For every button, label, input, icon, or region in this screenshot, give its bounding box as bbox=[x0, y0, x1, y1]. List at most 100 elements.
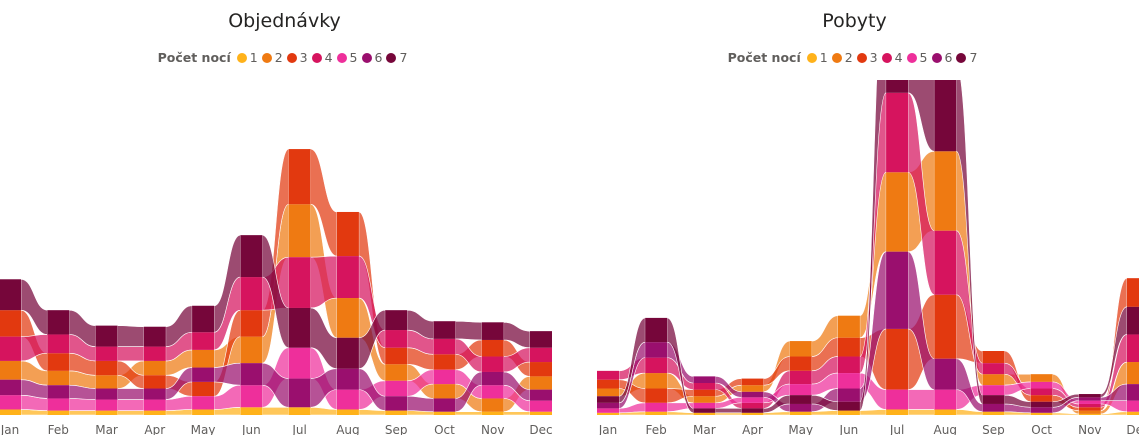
ribbon-series-6[interactable] bbox=[406, 395, 434, 412]
ribbon-series-1[interactable] bbox=[262, 406, 289, 416]
bar-segment-4-Nov[interactable] bbox=[1078, 403, 1101, 408]
bar-segment-2-Jul[interactable] bbox=[288, 204, 311, 258]
legend-item-2[interactable]: 2 bbox=[831, 50, 853, 65]
bar-segment-5-Jun[interactable] bbox=[837, 373, 860, 389]
bar-segment-4-Jun[interactable] bbox=[837, 356, 860, 374]
bar-segment-3-Dec[interactable] bbox=[1127, 278, 1139, 307]
bar-segment-6-Dec[interactable] bbox=[530, 389, 552, 401]
bar-segment-6-Apr[interactable] bbox=[143, 388, 166, 400]
ribbon-series-5[interactable] bbox=[68, 398, 96, 411]
bar-segment-6-Aug[interactable] bbox=[934, 358, 957, 390]
bar-segment-4-May[interactable] bbox=[789, 370, 812, 385]
bar-segment-4-Oct[interactable] bbox=[433, 338, 456, 355]
bar-segment-6-Jul[interactable] bbox=[886, 251, 909, 329]
bar-segment-7-Dec[interactable] bbox=[1127, 306, 1139, 335]
bar-segment-5-Oct[interactable] bbox=[433, 369, 456, 385]
bar-segment-4-Oct[interactable] bbox=[1030, 388, 1053, 396]
bar-segment-7-Jan[interactable] bbox=[597, 396, 619, 403]
bar-segment-7-Feb[interactable] bbox=[47, 310, 70, 335]
bar-segment-7-Mar[interactable] bbox=[693, 408, 716, 413]
ribbon-series-7[interactable] bbox=[262, 234, 289, 348]
bar-segment-1-Mar[interactable] bbox=[95, 410, 118, 415]
ribbon-series-1[interactable] bbox=[763, 411, 791, 416]
bar-segment-1-Jun[interactable] bbox=[837, 410, 860, 415]
ribbon-series-4[interactable] bbox=[310, 255, 338, 309]
legend-item-5[interactable]: 5 bbox=[336, 50, 358, 65]
bar-segment-7-Sep[interactable] bbox=[385, 310, 408, 331]
bar-segment-4-Jul[interactable] bbox=[886, 92, 909, 173]
ribbon-series-6[interactable] bbox=[262, 362, 289, 408]
ribbon-series-6[interactable] bbox=[117, 388, 145, 400]
bar-segment-6-May[interactable] bbox=[789, 403, 812, 412]
bar-segment-2-Jan[interactable] bbox=[0, 360, 21, 380]
bar-segment-6-Feb[interactable] bbox=[645, 342, 668, 358]
bar-segment-1-Oct[interactable] bbox=[433, 411, 456, 415]
bar-segment-3-Jun[interactable] bbox=[837, 337, 860, 357]
bar-segment-5-Feb[interactable] bbox=[645, 402, 668, 412]
bar-segment-3-Jan[interactable] bbox=[0, 310, 21, 337]
ribbon-series-1[interactable] bbox=[358, 409, 386, 416]
ribbon-series-7[interactable] bbox=[811, 394, 839, 411]
bar-segment-5-Nov[interactable] bbox=[1078, 400, 1101, 404]
ribbon-series-7[interactable] bbox=[763, 394, 791, 414]
bar-segment-7-Oct[interactable] bbox=[1030, 401, 1053, 408]
bar-segment-2-Dec[interactable] bbox=[1127, 362, 1139, 385]
ribbon-series-7[interactable] bbox=[310, 307, 338, 369]
ribbon-series-5[interactable] bbox=[455, 369, 483, 399]
bar-segment-4-Mar[interactable] bbox=[95, 346, 118, 361]
ribbon-series-1[interactable] bbox=[811, 410, 839, 416]
bar-segment-1-Dec[interactable] bbox=[530, 411, 552, 415]
bar-segment-7-Feb[interactable] bbox=[645, 317, 668, 343]
bar-segment-6-Jan[interactable] bbox=[597, 402, 619, 409]
ribbon-series-6[interactable] bbox=[310, 368, 338, 408]
bar-segment-5-Oct[interactable] bbox=[1030, 381, 1053, 389]
ribbon-series-6[interactable] bbox=[859, 251, 887, 403]
bar-segment-2-Mar[interactable] bbox=[95, 375, 118, 389]
ribbon-series-1[interactable] bbox=[666, 411, 694, 416]
bar-segment-7-Apr[interactable] bbox=[143, 326, 166, 347]
ribbon-series-1[interactable] bbox=[503, 411, 531, 416]
ribbon-series-5[interactable] bbox=[715, 397, 742, 409]
bar-segment-6-Oct[interactable] bbox=[433, 398, 456, 412]
ribbon-series-1[interactable] bbox=[68, 410, 96, 416]
bar-segment-4-Jan[interactable] bbox=[597, 370, 619, 380]
bar-segment-1-Mar[interactable] bbox=[693, 412, 716, 415]
bar-segment-3-Feb[interactable] bbox=[47, 353, 70, 371]
ribbon-series-1[interactable] bbox=[455, 411, 483, 416]
bar-segment-7-Mar[interactable] bbox=[95, 325, 118, 347]
bar-segment-2-Sep[interactable] bbox=[982, 374, 1005, 386]
bar-segment-5-Aug[interactable] bbox=[336, 389, 359, 410]
bar-segment-6-Sep[interactable] bbox=[385, 396, 408, 411]
legend-item-5[interactable]: 5 bbox=[906, 50, 928, 65]
bar-segment-3-Aug[interactable] bbox=[336, 211, 359, 257]
bar-segment-2-Dec[interactable] bbox=[530, 376, 552, 390]
legend-item-2[interactable]: 2 bbox=[261, 50, 283, 65]
bar-segment-1-Nov[interactable] bbox=[481, 411, 504, 415]
bar-segment-3-Mar[interactable] bbox=[693, 389, 716, 397]
ribbon-series-7[interactable] bbox=[455, 320, 483, 341]
bar-segment-4-Dec[interactable] bbox=[1127, 334, 1139, 363]
bar-segment-1-Sep[interactable] bbox=[385, 410, 408, 415]
ribbon-series-4[interactable] bbox=[20, 334, 48, 362]
bar-segment-2-Mar[interactable] bbox=[693, 396, 716, 403]
bar-segment-5-Mar[interactable] bbox=[693, 402, 716, 409]
bar-segment-7-Nov[interactable] bbox=[1078, 394, 1101, 398]
bar-segment-5-Feb[interactable] bbox=[47, 398, 70, 411]
bar-segment-3-Sep[interactable] bbox=[385, 347, 408, 365]
bar-segment-3-Jan[interactable] bbox=[597, 379, 619, 389]
bar-segment-1-Apr[interactable] bbox=[741, 412, 764, 415]
bar-segment-3-Oct[interactable] bbox=[1030, 395, 1053, 402]
bar-segment-1-Jul[interactable] bbox=[886, 409, 909, 415]
ribbon-series-7[interactable] bbox=[20, 278, 48, 335]
bar-segment-1-Apr[interactable] bbox=[143, 410, 166, 415]
bar-segment-2-Jul[interactable] bbox=[886, 172, 909, 252]
bar-segment-7-Jun[interactable] bbox=[240, 235, 263, 278]
bar-segment-7-Jul[interactable] bbox=[886, 80, 909, 93]
bar-segment-1-Jan[interactable] bbox=[0, 409, 21, 415]
bar-segment-1-May[interactable] bbox=[192, 409, 215, 415]
ribbon-series-1[interactable] bbox=[907, 409, 935, 416]
bar-segment-7-Aug[interactable] bbox=[336, 337, 359, 369]
bar-segment-4-Feb[interactable] bbox=[47, 334, 70, 354]
ribbon-series-4[interactable] bbox=[117, 346, 145, 362]
bar-segment-2-Oct[interactable] bbox=[433, 384, 456, 399]
